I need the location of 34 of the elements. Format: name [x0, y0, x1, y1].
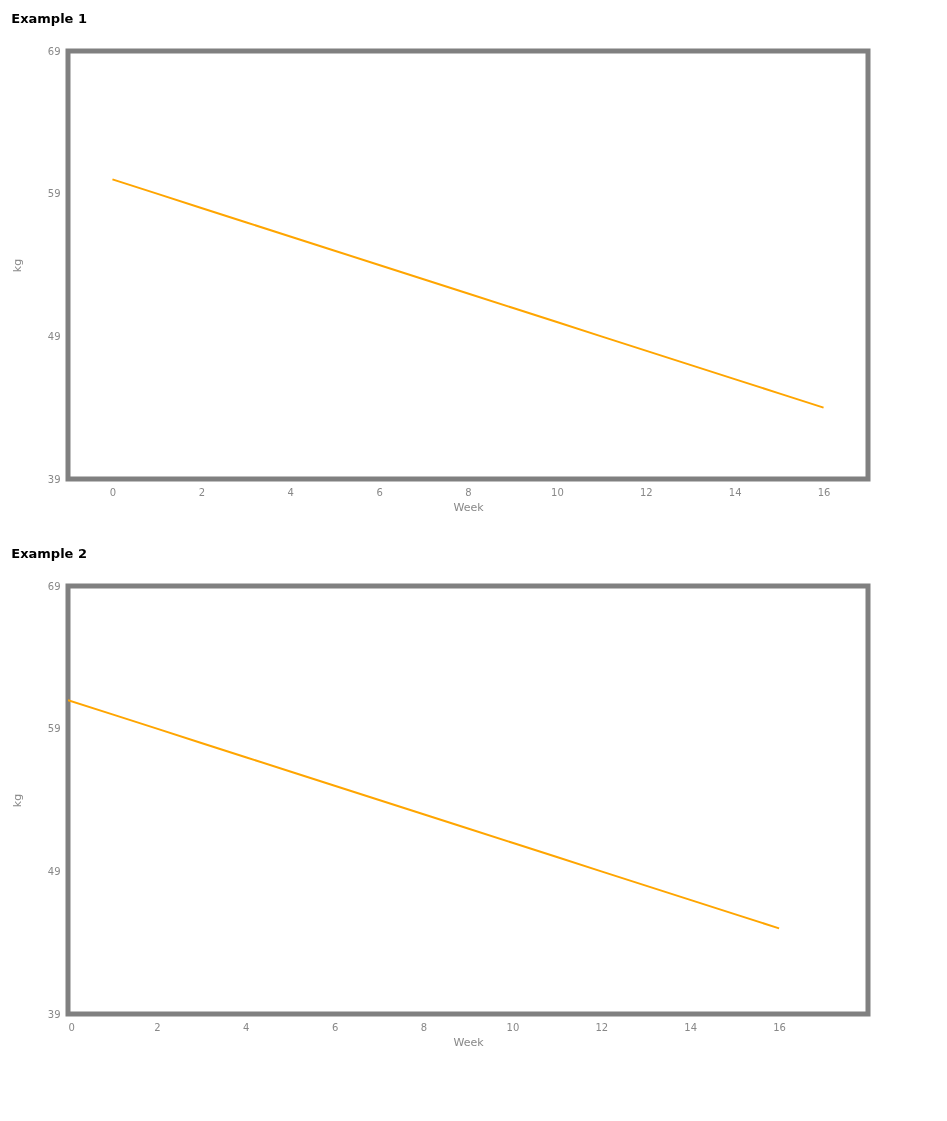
y-tick-label: 69: [47, 45, 61, 57]
x-tick-label: 4: [243, 1021, 250, 1033]
x-tick-label: 16: [773, 1021, 786, 1033]
x-tick-label: 12: [595, 1021, 609, 1033]
x-tick-label: 8: [420, 1021, 428, 1033]
x-tick-label: 10: [551, 486, 564, 498]
y-tick-label: 59: [47, 723, 61, 735]
y-tick-label: 39: [47, 473, 61, 485]
x-tick-label: 0: [68, 1021, 75, 1033]
x-axis-title: Week: [453, 1035, 485, 1049]
x-tick-label: 2: [154, 1021, 161, 1033]
x-tick-label: 2: [198, 486, 206, 498]
x-tick-label: 12: [639, 486, 653, 498]
x-tick-label: 16: [817, 486, 831, 498]
chart-title: Example 2: [11, 546, 88, 561]
y-axis-title: kg: [10, 793, 24, 808]
y-tick-label: 59: [47, 188, 61, 200]
y-tick-label: 69: [47, 580, 61, 592]
x-tick-label: 14: [728, 486, 742, 498]
x-tick-label: 4: [287, 486, 294, 498]
line-series: [111, 178, 825, 409]
x-axis-title: Week: [453, 500, 485, 514]
x-tick-label: 6: [331, 1021, 339, 1033]
y-axis-title: kg: [10, 258, 24, 273]
y-tick-label: 49: [47, 865, 61, 877]
y-tick-label: 39: [47, 1008, 61, 1020]
line-series: [68, 699, 781, 930]
x-tick-label: 0: [109, 486, 117, 498]
chart-title: Example 1: [11, 11, 88, 26]
x-tick-label: 10: [506, 1021, 520, 1033]
x-tick-label: 14: [684, 1021, 698, 1033]
x-tick-label: 6: [376, 486, 383, 498]
y-tick-label: 49: [47, 330, 61, 342]
x-tick-label: 8: [465, 486, 472, 498]
